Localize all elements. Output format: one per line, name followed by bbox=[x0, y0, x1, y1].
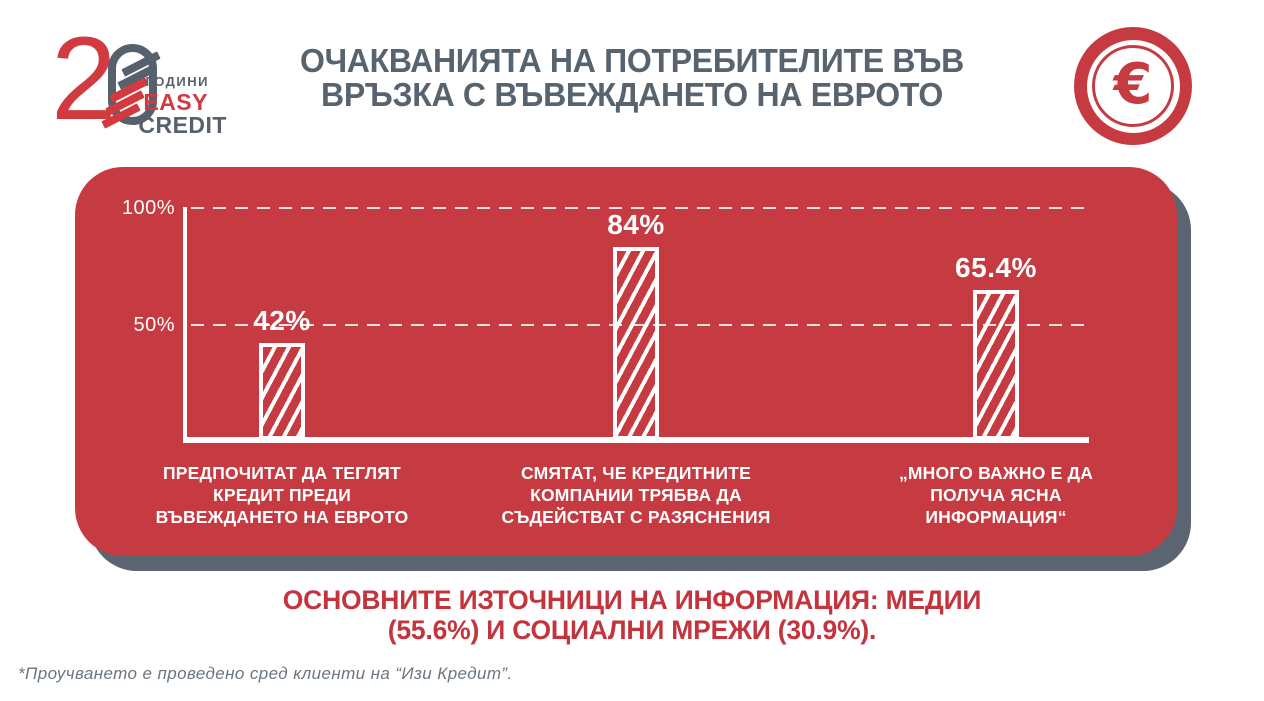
bar-group-2: 84% bbox=[516, 209, 756, 440]
bar-value-label: 65.4% bbox=[955, 252, 1037, 283]
logo-credit-label: CREDIT bbox=[138, 112, 227, 139]
euro-coin-icon: € bbox=[1074, 27, 1192, 145]
bar-hatched bbox=[259, 343, 305, 440]
chart-panel: 100% 50% 42% 84% 65.4% ПРЕДПОЧИТАТ ДА ТЕ… bbox=[75, 167, 1177, 556]
footnote-text: *Проучването е проведено сред клиенти на… bbox=[18, 664, 513, 683]
y-tick-50: 50% bbox=[133, 314, 175, 336]
page-title: ОЧАКВАНИЯТА НА ПОТРЕБИТЕЛИТЕ ВЪВ ВРЪЗКА … bbox=[300, 42, 964, 113]
bar-value-label: 84% bbox=[607, 209, 665, 240]
logo-digit-0-outline bbox=[108, 44, 157, 125]
y-tick-100: 100% bbox=[121, 197, 175, 219]
bar-group-3: 65.4% bbox=[876, 252, 1116, 440]
y-axis-line bbox=[183, 207, 187, 443]
easycredit-20-years-logo: 2 ГОДИНИ EASY CREDIT bbox=[51, 20, 240, 138]
category-label-2: СМЯТАТ, ЧЕ КРЕДИТНИТЕ КОМПАНИИ ТРЯБВА ДА… bbox=[501, 463, 771, 528]
key-finding-text: ОСНОВНИТЕ ИЗТОЧНИЦИ НА ИНФОРМАЦИЯ: МЕДИИ… bbox=[282, 585, 982, 645]
euro-coin-inner-disc: € bbox=[1086, 39, 1180, 133]
gridline-100pct bbox=[191, 207, 1089, 209]
logo-wordmark: ГОДИНИ EASY CREDIT bbox=[115, 74, 227, 137]
x-axis-line bbox=[183, 437, 1089, 443]
logo-years-label: ГОДИНИ bbox=[145, 74, 209, 89]
category-label-3: „МНОГО ВАЖНО Е ДА ПОЛУЧА ЯСНА ИНФОРМАЦИЯ… bbox=[898, 463, 1094, 528]
bar-value-label: 42% bbox=[253, 305, 311, 336]
category-label-1: ПРЕДПОЧИТАТ ДА ТЕГЛЯТ КРЕДИТ ПРЕДИ ВЪВЕЖ… bbox=[155, 463, 409, 528]
bar-group-1: 42% bbox=[162, 305, 402, 440]
euro-coin-inner-ring: € bbox=[1092, 45, 1174, 127]
euro-symbol: € bbox=[1113, 51, 1153, 117]
bar-hatched bbox=[613, 247, 659, 440]
logo-easy-label: EASY bbox=[143, 89, 208, 115]
bar-hatched bbox=[973, 290, 1019, 440]
